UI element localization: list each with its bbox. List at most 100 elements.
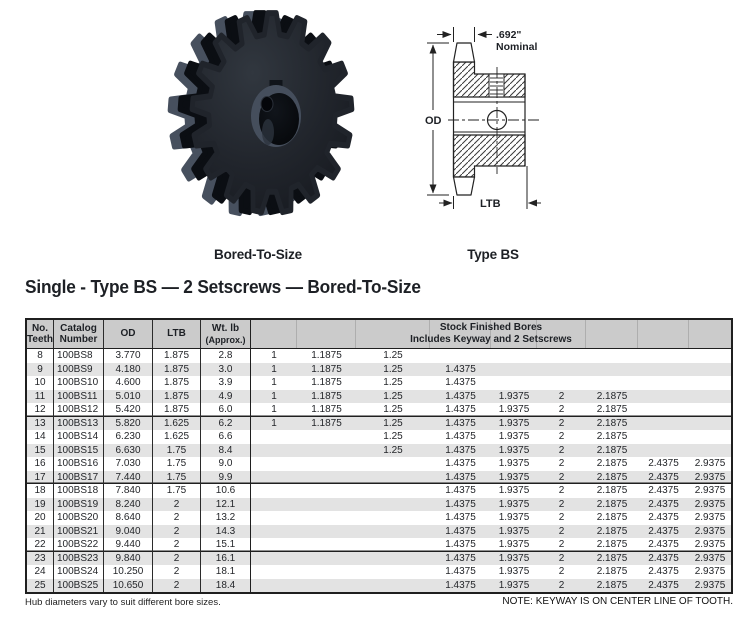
cell-bore: 1.4375	[445, 363, 476, 375]
cell-bore: 2	[558, 390, 565, 402]
cell-bore	[251, 430, 297, 444]
cell-bore: 2.9375	[694, 498, 726, 510]
cell-bore	[537, 349, 586, 363]
cell-bore: 1.1875	[311, 404, 342, 415]
cell-teeth: 17	[27, 470, 54, 484]
ltb-label: LTB	[480, 198, 501, 210]
header-weight: Wt. lb (Approx.)	[201, 320, 251, 348]
cell-wt: 18.4	[201, 578, 251, 592]
header-ltb: LTB	[153, 320, 201, 348]
cell-bore	[356, 552, 430, 566]
cell-ltb: 1.875	[153, 376, 201, 390]
cell-bore	[689, 403, 731, 417]
cell-bore	[689, 363, 731, 377]
cell-od: 5.010	[104, 389, 153, 403]
cell-bore	[356, 457, 430, 471]
cell-bore	[689, 390, 731, 404]
cell-catalog: 100BS10	[54, 376, 104, 390]
table-row: 14 100BS14 6.230 1.625 6.6 1.25 1.4375 1.9375 2 2…	[27, 430, 731, 444]
cell-bore: 1.25	[383, 363, 403, 375]
header-text: Number	[59, 334, 98, 345]
cell-wt: 3.9	[201, 376, 251, 390]
cell-od: 10.650	[104, 578, 153, 592]
cell-bore	[251, 484, 297, 498]
cell-bore	[251, 457, 297, 471]
cell-bore: 1.1875	[311, 417, 342, 429]
cell-od: 6.230	[104, 430, 153, 444]
cell-catalog: 100BS14	[54, 430, 104, 444]
od-label: OD	[425, 115, 442, 127]
sprocket-photo	[167, 10, 355, 217]
cell-bore: 2	[558, 498, 565, 510]
cell-bore: 1.4375	[445, 525, 476, 537]
header-bores-line2: Includes Keyway and 2 Setscrews	[410, 334, 572, 345]
cell-bore: 2	[558, 539, 565, 550]
cell-bore: 2.4375	[648, 498, 679, 510]
cell-od: 8.640	[104, 511, 153, 525]
cell-wt: 13.2	[201, 511, 251, 525]
cell-teeth: 9	[27, 362, 54, 376]
spec-table: No. Teeth Catalog Number OD LTB Wt. lb (…	[25, 318, 733, 594]
cell-wt: 18.1	[201, 565, 251, 579]
cell-bore: 1.4375	[445, 458, 476, 469]
cell-od: 7.030	[104, 457, 153, 471]
cell-bore: 1.25	[383, 377, 403, 388]
table-row: 16 100BS16 7.030 1.75 9.0 1.4375 1.9375 2 2.1875…	[27, 457, 731, 471]
cell-od: 9.840	[104, 551, 153, 565]
cell-od: 3.770	[104, 349, 153, 363]
cell-teeth: 23	[27, 551, 54, 565]
cell-bore: 1.9375	[498, 458, 530, 469]
cell-ltb: 1.625	[153, 416, 201, 430]
cell-bore	[297, 484, 356, 498]
cell-bore	[356, 471, 430, 485]
cell-teeth: 10	[27, 376, 54, 390]
cell-bore: 1.25	[383, 404, 403, 415]
cell-bore	[586, 363, 638, 377]
cell-ltb: 1.75	[153, 470, 201, 484]
cell-bore: 2	[558, 444, 565, 456]
cell-catalog: 100BS21	[54, 524, 104, 538]
setscrew-section	[488, 73, 505, 98]
cell-bore: 1.4375	[445, 552, 476, 564]
type-bs-section-diagram: .692" Nominal OD LTB	[425, 27, 542, 210]
cell-bore: 2.9375	[694, 579, 726, 591]
cell-ltb: 1.75	[153, 457, 201, 471]
table-row: 24 100BS24 10.250 2 18.1 1.4375 1.9375 2 2.1875 2…	[27, 565, 731, 579]
cell-bore	[251, 471, 297, 485]
cell-bore: 2	[558, 525, 565, 537]
cell-ltb: 1.625	[153, 430, 201, 444]
cell-od: 4.180	[104, 362, 153, 376]
cell-bore: 1.1875	[311, 390, 342, 402]
cell-bore	[491, 363, 537, 377]
table-row: 10 100BS10 4.600 1.875 3.9 1 1.1875 1.25 1.4375	[27, 376, 731, 390]
cell-bore	[251, 552, 297, 566]
table-row: 25 100BS25 10.650 2 18.4 1.4375 1.9375 2 2.1875 2…	[27, 578, 731, 592]
cell-bore	[356, 484, 430, 498]
cell-bore	[537, 363, 586, 377]
cell-bore: 1.4375	[445, 444, 476, 456]
cell-bore	[638, 403, 689, 417]
table-row: 21 100BS21 9.040 2 14.3 1.4375 1.9375 2 2.1875 2.…	[27, 524, 731, 538]
cell-bore	[586, 349, 638, 363]
cell-bore: 1.9375	[498, 485, 530, 496]
header-text: Wt. lb	[211, 323, 240, 335]
cell-bore: 1.9375	[498, 390, 530, 402]
cell-teeth: 15	[27, 443, 54, 457]
diagram-caption: Type BS	[467, 247, 519, 262]
cell-bore: 1.25	[383, 431, 403, 442]
cell-ltb: 1.875	[153, 362, 201, 376]
cell-bore: 2.4375	[648, 458, 679, 469]
cell-bore: 2.1875	[596, 431, 628, 442]
cell-wt: 10.6	[201, 484, 251, 498]
cell-bore: 1	[271, 417, 277, 429]
cell-od: 10.250	[104, 565, 153, 579]
table-row: 11 100BS11 5.010 1.875 4.9 1 1.1875 1.25 1.4375 1…	[27, 389, 731, 404]
cell-bore	[638, 444, 689, 458]
cell-bore: 2.4375	[648, 579, 679, 591]
cell-bore: 1	[271, 390, 277, 402]
cell-wt: 8.4	[201, 443, 251, 457]
cell-bore: 2	[558, 485, 565, 496]
cell-bore	[638, 363, 689, 377]
cell-bore: 1.25	[383, 390, 403, 402]
cell-bore	[297, 471, 356, 485]
